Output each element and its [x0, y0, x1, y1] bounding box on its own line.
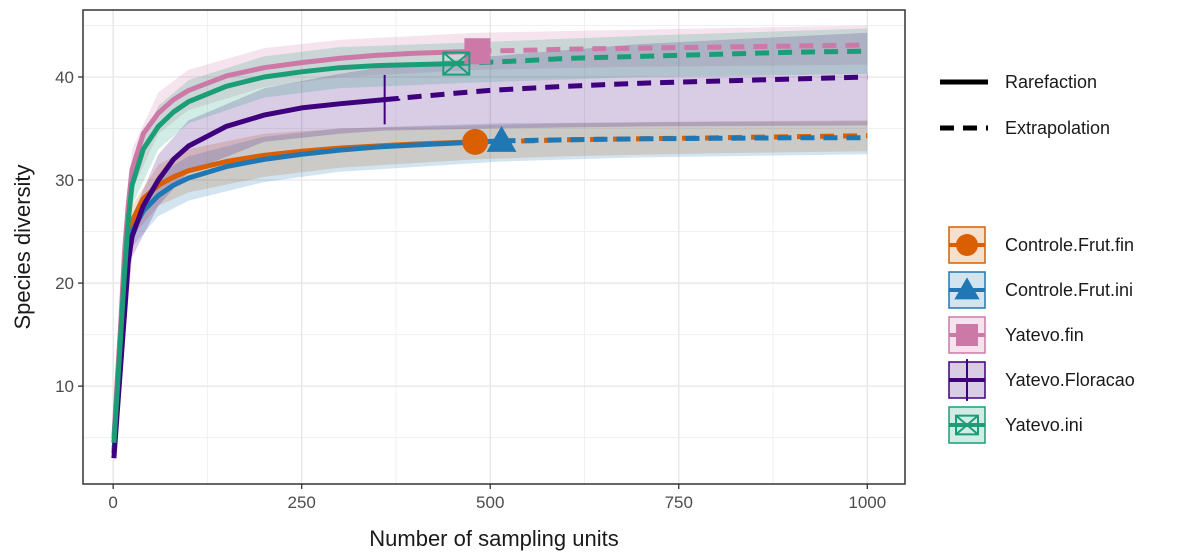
marker-triangle	[954, 277, 980, 300]
marker-square-x-d2	[955, 414, 979, 436]
rarefaction-line-Yatevo.ini	[111, 61, 457, 443]
observed-marker-Yatevo.Floracao	[369, 74, 401, 125]
marker-square	[956, 324, 978, 346]
axes: 0 250 500 750 1000 10 20 30 40	[55, 68, 886, 512]
observed-marker-Controle.Frut.ini	[486, 125, 517, 152]
marker-triangle	[486, 125, 517, 152]
x-tick-label: 1000	[848, 493, 886, 512]
extrapolation-line-Yatevo.fin	[477, 42, 868, 54]
extrapolation-line-Yatevo.ini	[456, 48, 868, 67]
legend-key-marker	[956, 234, 978, 256]
x-axis-title: Number of sampling units	[369, 526, 618, 551]
x-tick-label: 250	[288, 493, 316, 512]
series-legend: Controle.Frut.fin Controle.Frut.ini Yatevo…	[948, 226, 1135, 444]
observed-markers	[369, 38, 517, 155]
legend-series-label: Yatevo.ini	[1005, 415, 1083, 435]
y-tick-label: 30	[55, 171, 74, 190]
series-lines	[111, 42, 868, 459]
y-tick-label: 10	[55, 377, 74, 396]
x-tick-label: 500	[476, 493, 504, 512]
ci-band-Yatevo.Floracao	[113, 32, 868, 464]
ci-band-Yatevo.ini	[113, 28, 868, 448]
legend-key-marker	[954, 277, 980, 300]
method-legend: Rarefaction Extrapolation	[940, 72, 1110, 138]
legend-key-marker	[955, 414, 979, 436]
method-legend-label: Extrapolation	[1005, 118, 1110, 138]
ci-band-Controle.Frut.ini	[113, 121, 868, 459]
extrapolation-line-Controle.Frut.ini	[501, 135, 868, 144]
x-tick-label: 0	[108, 493, 117, 512]
y-tick-label: 20	[55, 274, 74, 293]
ci-band-Controle.Frut.fin	[113, 120, 868, 459]
legend-key-marker	[953, 359, 981, 401]
extrapolation-line-Yatevo.Floracao	[384, 74, 868, 103]
legend-key-marker	[956, 324, 978, 346]
legend-series-label: Yatevo.fin	[1005, 325, 1084, 345]
y-tick-label: 40	[55, 68, 74, 87]
confidence-bands	[113, 25, 868, 464]
x-tick-label: 750	[665, 493, 693, 512]
observed-marker-Yatevo.ini	[442, 51, 471, 76]
marker-square-x-d2	[442, 51, 470, 76]
observed-marker-Controle.Frut.fin	[462, 128, 489, 155]
legend-series-label: Yatevo.Floracao	[1005, 370, 1135, 390]
panel-border	[82, 9, 906, 485]
marker-square-x-box	[442, 51, 471, 76]
marker-circle	[462, 128, 489, 155]
marker-circle	[956, 234, 978, 256]
legend-series-label: Controle.Frut.ini	[1005, 280, 1133, 300]
method-legend-label: Rarefaction	[1005, 72, 1097, 92]
marker-square-x-box	[955, 414, 979, 436]
y-axis-title: Species diversity	[10, 164, 35, 329]
legend-series-label: Controle.Frut.fin	[1005, 235, 1134, 255]
